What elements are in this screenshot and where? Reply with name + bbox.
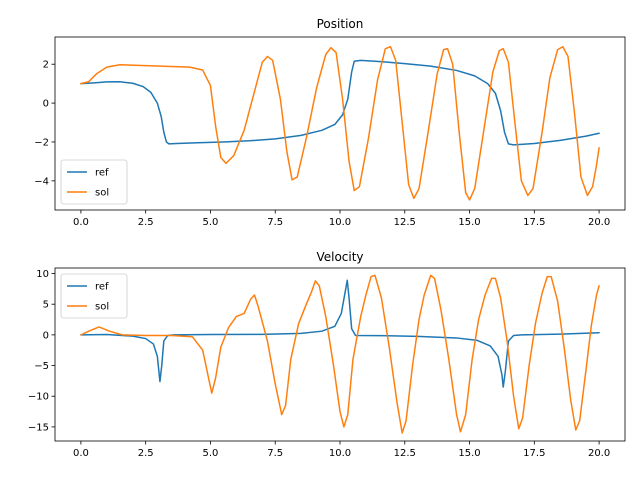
y-tick-label: 0: [43, 99, 49, 110]
x-tick-label: 7.5: [267, 217, 283, 228]
plot-area: 0.0 2.5 5.0 7.5 10.0 12.5 15.0 17.5 20.0 −4 −2 0 2 re…: [34, 36, 626, 228]
series-line-sol: [80, 45, 600, 201]
x-tick-label: 5.0: [203, 448, 219, 459]
legend-label-ref: ref: [95, 168, 109, 179]
series-line-sol: [80, 274, 600, 434]
y-tick-label: −15: [28, 422, 49, 433]
x-tick-label: 10.0: [329, 448, 351, 459]
series-line-ref: [80, 59, 600, 146]
series-line-ref: [80, 279, 600, 388]
legend-frame: [60, 159, 128, 205]
chart-title: Velocity: [316, 250, 363, 264]
y-tick-label: −5: [34, 361, 49, 372]
legend-frame: [60, 273, 128, 319]
legend: ref sol: [60, 273, 128, 319]
y-tick-label: 2: [43, 60, 49, 71]
x-tick-label: 7.5: [267, 448, 283, 459]
plot-area: 0.0 2.5 5.0 7.5 10.0 12.5 15.0 17.5 20.0 −15 −10 −5…: [28, 267, 626, 459]
legend-label-ref: ref: [95, 282, 109, 293]
x-tick-label: 20.0: [588, 217, 610, 228]
position-subplot: Position 0.0 2.5 5.0 7.5 10.0 12.5 15.0 17.5 20.…: [34, 17, 626, 228]
x-tick-label: 2.5: [138, 217, 154, 228]
x-tick-label: 15.0: [458, 217, 480, 228]
x-tick-label: 15.0: [458, 448, 480, 459]
x-tick-label: 12.5: [394, 217, 416, 228]
x-tick-label: 17.5: [523, 217, 545, 228]
legend-label-sol: sol: [95, 188, 109, 199]
x-tick-label: 17.5: [523, 448, 545, 459]
x-tick-label: 5.0: [203, 217, 219, 228]
velocity-subplot: Velocity 0.0 2.5 5.0 7.5 10.0 12.5 15.0 17.5 20.…: [28, 250, 626, 459]
x-tick-label: 2.5: [138, 448, 154, 459]
y-tick-label: −10: [28, 392, 49, 403]
y-tick-label: 0: [43, 330, 49, 341]
legend: ref sol: [60, 159, 128, 205]
chart-title: Position: [317, 17, 364, 31]
x-tick-label: 0.0: [73, 217, 89, 228]
x-tick-label: 20.0: [588, 448, 610, 459]
y-tick-label: −2: [34, 137, 49, 148]
y-tick-label: 10: [36, 269, 49, 280]
x-tick-label: 0.0: [73, 448, 89, 459]
x-tick-label: 10.0: [329, 217, 351, 228]
y-tick-label: 5: [43, 300, 49, 311]
y-tick-label: −4: [34, 176, 49, 187]
x-tick-label: 12.5: [394, 448, 416, 459]
legend-label-sol: sol: [95, 302, 109, 313]
